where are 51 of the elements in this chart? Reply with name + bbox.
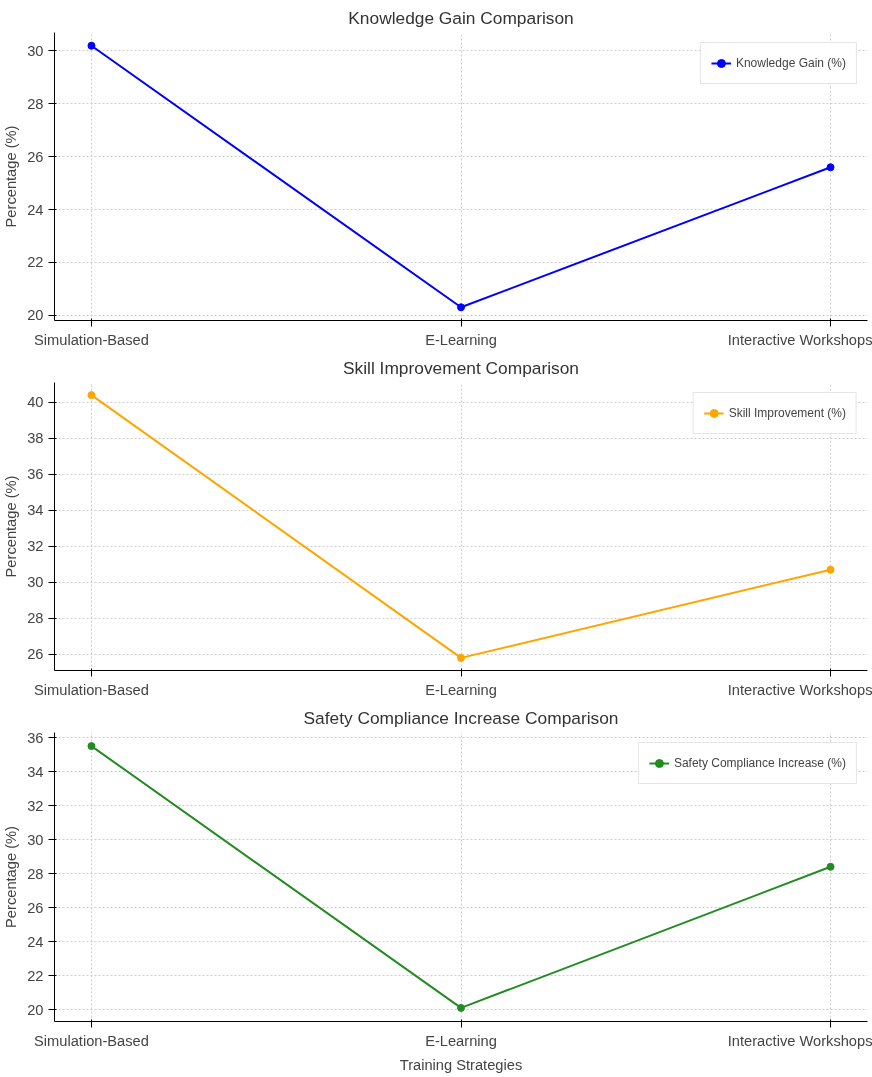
y-tick-label: 24 [27, 201, 44, 218]
y-tick-label: 28 [27, 610, 44, 627]
y-tick-label: 30 [27, 574, 44, 591]
chart-title: Safety Compliance Increase Comparison [303, 707, 619, 728]
chart-title: Skill Improvement Comparison [343, 357, 579, 378]
point [826, 565, 835, 574]
x-axis-title: Training Strategies [399, 1056, 523, 1073]
x-tick-label: Simulation-Based [34, 331, 149, 348]
y-axis-title: Percentage (%) [3, 475, 20, 578]
y-tick-label: 26 [27, 899, 44, 916]
point [87, 391, 96, 400]
point [457, 303, 465, 312]
y-tick-label: 28 [27, 865, 44, 882]
y-tick-label: 32 [27, 797, 44, 814]
legend-label: Safety Compliance Increase (%) [673, 756, 846, 770]
point [826, 163, 835, 172]
y-tick-label: 20 [27, 1001, 44, 1018]
x-tick-label: E-Learning [425, 1032, 497, 1049]
y-tick-label: 30 [27, 43, 44, 59]
y-tick-label: 24 [27, 933, 44, 950]
y-tick-label: 26 [27, 646, 44, 663]
y-tick-label: 26 [27, 148, 44, 165]
y-tick-label: 22 [27, 254, 44, 271]
x-tick-label: Simulation-Based [34, 681, 149, 698]
legend-label: Knowledge Gain (%) [735, 56, 846, 70]
point [87, 41, 96, 50]
x-tick-label: E-Learning [425, 331, 497, 348]
x-tick-label: Interactive Workshops [727, 681, 872, 698]
y-tick-label: 28 [27, 95, 44, 112]
point [826, 862, 835, 871]
x-tick-label: Interactive Workshops [727, 1032, 872, 1049]
y-tick-label: 34 [27, 502, 44, 519]
y-tick-label: 34 [27, 763, 44, 780]
y-tick-label: 36 [27, 729, 44, 746]
legend-label: Skill Improvement (%) [728, 406, 846, 420]
point [87, 742, 96, 751]
y-tick-label: 30 [27, 831, 44, 848]
y-tick-label: 40 [27, 394, 44, 411]
x-tick-label: Simulation-Based [34, 1032, 149, 1049]
y-tick-label: 36 [27, 466, 44, 483]
point [457, 653, 465, 662]
y-axis-title: Percentage (%) [3, 125, 20, 228]
y-tick-label: 22 [27, 967, 44, 984]
x-tick-label: Interactive Workshops [727, 331, 872, 348]
chart-title: Knowledge Gain Comparison [348, 7, 574, 28]
y-tick-label: 32 [27, 538, 44, 555]
y-tick-label: 38 [27, 430, 44, 447]
x-tick-label: E-Learning [425, 681, 497, 698]
y-tick-label: 20 [27, 307, 44, 324]
y-axis-title: Percentage (%) [3, 826, 20, 928]
point [457, 1003, 465, 1012]
